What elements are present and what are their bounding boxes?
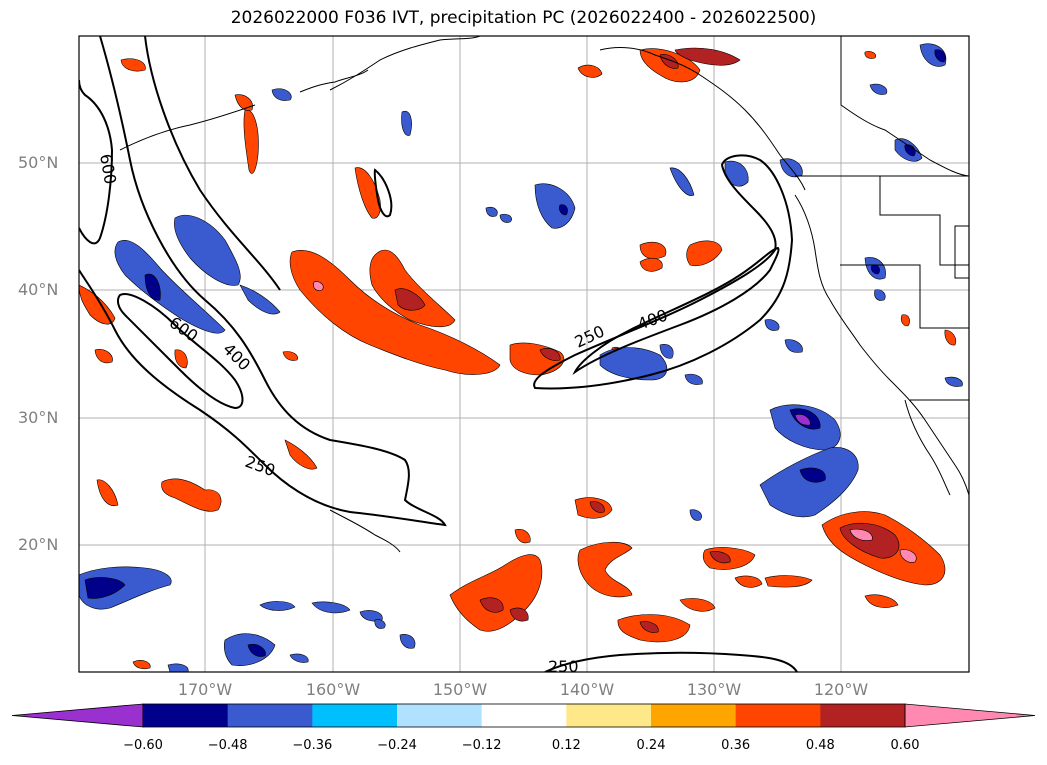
colorbar-tick-label: 0.12: [551, 738, 581, 753]
colorbar-tick-label: 0.60: [890, 738, 920, 753]
lon-label: 160°W: [305, 680, 361, 699]
lon-label: 140°W: [559, 680, 615, 699]
colorbar-tick-label: −0.60: [123, 738, 163, 753]
colorbar-segment: [143, 704, 229, 727]
colorbar-outline: [142, 703, 906, 728]
colorbar-segment: [312, 704, 398, 727]
colorbar-segment: [820, 704, 906, 727]
map-frame: [78, 35, 970, 673]
coastlines: [119, 36, 969, 553]
negative-precip-anomalies: [79, 43, 963, 672]
lat-label: 20°N: [18, 535, 59, 554]
colorbar-segment: [481, 704, 567, 727]
colorbar-segment: [397, 704, 483, 727]
lat-label: 50°N: [18, 153, 59, 172]
lat-label: 30°N: [18, 408, 59, 427]
lon-label: 120°W: [813, 680, 869, 699]
colorbar-extend-high: [904, 703, 1036, 728]
borders: [795, 36, 969, 401]
lon-label: 150°W: [432, 680, 488, 699]
colorbar-tick-label: 0.48: [805, 738, 835, 753]
lon-label: 170°W: [177, 680, 233, 699]
colorbar-tick-label: 0.36: [721, 738, 751, 753]
map-title: 2026022000 F036 IVT, precipitation PC (2…: [230, 8, 817, 28]
colorbar-tick-label: −0.48: [207, 738, 248, 753]
colorbar-segment: [651, 704, 737, 727]
colorbar-tick-label: 0.24: [636, 738, 666, 753]
colorbar-extend-low: [11, 703, 144, 728]
lat-label: 40°N: [18, 280, 59, 299]
colorbar: [11, 703, 1036, 728]
colorbar-tick-label: −0.24: [377, 738, 417, 753]
colorbar-tick-label: −0.12: [461, 738, 502, 753]
colorbar-segment: [566, 704, 652, 727]
contour-label: 250: [548, 657, 579, 676]
ivt-contours: [79, 36, 798, 672]
colorbar-segment: [735, 704, 821, 727]
colorbar-segment: [227, 704, 313, 727]
lon-label: 130°W: [686, 680, 742, 699]
colorbar-tick-label: −0.36: [292, 738, 333, 753]
